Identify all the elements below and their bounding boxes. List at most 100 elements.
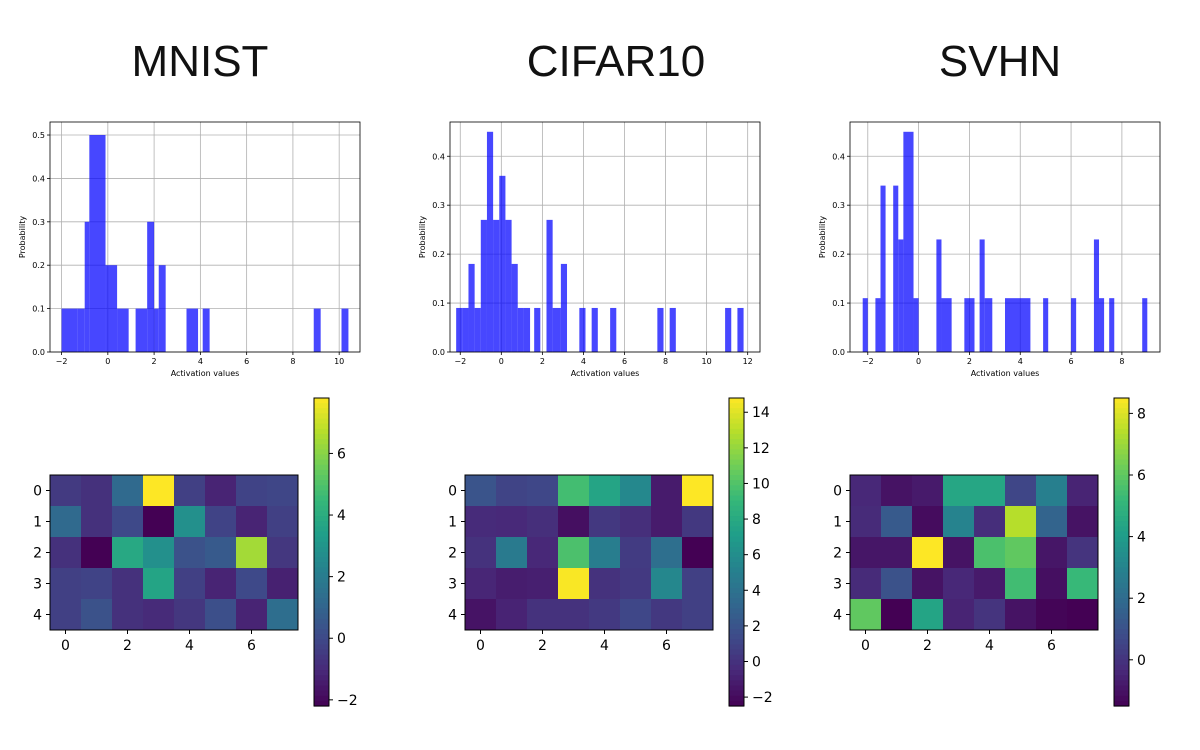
colorbar-segment	[314, 675, 329, 681]
y-tick-label: 0.4	[432, 152, 445, 161]
colorbar-segment	[1114, 557, 1129, 563]
colorbar-segment	[729, 582, 744, 589]
heatmap-cell	[943, 506, 975, 538]
heatmap-cell	[1067, 537, 1099, 569]
heatmap-cell	[50, 475, 82, 507]
colorbar-segment	[1114, 654, 1129, 661]
histogram-bar	[941, 298, 952, 352]
heatmap-cell	[881, 537, 913, 569]
colorbar-segment	[1114, 603, 1129, 610]
colorbar-segment	[314, 659, 329, 666]
heatmap-cell	[651, 537, 683, 569]
heatmap-cell	[912, 599, 944, 631]
heatmap-cell	[236, 506, 268, 538]
histogram-bar	[1071, 298, 1077, 352]
y-tick-label: 0.1	[832, 299, 845, 308]
colorbar-segment	[729, 700, 744, 707]
x-tick-label: 4	[985, 638, 994, 654]
colorbar-segment	[1114, 454, 1129, 461]
heatmap-cell	[943, 537, 975, 569]
colorbar-segment	[314, 408, 329, 414]
heatmap-cell	[620, 568, 652, 600]
colorbar-segment	[729, 510, 744, 517]
colorbar-segment	[729, 675, 744, 681]
colorbar-segment	[314, 654, 329, 661]
histogram-bar	[486, 131, 494, 352]
x-tick-label: 0	[499, 357, 504, 366]
heatmap-cell	[267, 506, 299, 538]
x-tick-label: 6	[1069, 357, 1074, 366]
colorbar-segment	[314, 634, 329, 640]
x-tick-label: −2	[454, 357, 466, 366]
colorbar-segment	[729, 403, 744, 409]
colorbar-segment	[314, 480, 329, 486]
x-tick-label: 10	[334, 357, 344, 366]
histogram-bar	[480, 219, 487, 352]
histogram-bar	[560, 263, 568, 352]
heatmap-cell	[881, 506, 913, 538]
colorbar-frame	[1113, 397, 1130, 707]
colorbar-segment	[314, 577, 329, 584]
heatmap-cell	[236, 568, 268, 600]
x-tick-label: 12	[743, 357, 753, 366]
histogram-bar	[1142, 298, 1148, 352]
colorbar-tick-label: 0	[337, 631, 346, 647]
heatmap-cell	[527, 599, 559, 631]
heatmap-cell	[682, 475, 714, 507]
heatmap-cell	[465, 475, 497, 507]
y-tick-label: 0.0	[432, 348, 445, 357]
heatmap-cell	[620, 475, 652, 507]
heatmap-cell	[465, 506, 497, 538]
colorbar-segment	[314, 603, 329, 610]
colorbar-segment	[314, 521, 329, 527]
colorbar-segment	[1114, 608, 1129, 615]
heatmap-cell	[1067, 568, 1099, 600]
colorbar-tick-label: 8	[1137, 406, 1146, 422]
colorbar-segment	[729, 659, 744, 666]
y-tick-label: 4	[833, 608, 842, 624]
colorbar-segment	[1114, 562, 1129, 568]
histogram-bar	[552, 307, 561, 352]
heatmap-cell	[1005, 506, 1037, 538]
y-tick-label: 0.0	[32, 348, 45, 357]
histogram-bar	[657, 307, 664, 352]
colorbar-segment	[1114, 685, 1129, 692]
x-tick-label: 4	[185, 638, 194, 654]
x-tick-label: −2	[862, 357, 874, 366]
heatmap-cell	[236, 475, 268, 507]
y-tick-label: 4	[33, 608, 42, 624]
histogram-bar	[979, 239, 985, 352]
histogram-bar	[462, 307, 469, 352]
y-tick-label: 4	[448, 608, 457, 624]
x-tick-label: 6	[244, 357, 249, 366]
heatmap-cell	[143, 599, 175, 631]
colorbar-segment	[1114, 459, 1129, 466]
histogram-cifar10: −2 0 2 4 6 8 10 12 0.0 0.1 0.2 0.3 0.4 Activation val…	[418, 121, 761, 378]
y-tick-label: 0	[448, 484, 457, 500]
heatmap-cell	[651, 475, 683, 507]
colorbar-segment	[729, 634, 744, 640]
histogram-bar	[105, 265, 118, 352]
histogram-bar	[893, 185, 899, 352]
colorbar-segment	[1114, 444, 1129, 450]
heatmap-cell	[589, 599, 621, 631]
colorbar-segment	[729, 613, 744, 620]
heatmap-mnist: 0 2 4 6 0 1 2 3 4 −2 0 2 4 6	[33, 397, 358, 709]
y-tick-label: 0.3	[432, 201, 445, 210]
heatmap-cell	[1067, 506, 1099, 538]
histogram-bar	[913, 298, 919, 352]
colorbar-segment	[729, 557, 744, 563]
colorbar-segment	[314, 649, 329, 656]
colorbar-segment	[1114, 675, 1129, 681]
colorbar-tick-label: 6	[337, 446, 346, 462]
colorbar-segment	[1114, 516, 1129, 522]
colorbar-segment	[729, 593, 744, 599]
x-tick-label: 6	[622, 357, 627, 366]
heatmap-cell	[1036, 537, 1068, 569]
heatmap-cell	[620, 506, 652, 538]
histogram-bar	[1093, 239, 1100, 352]
heatmap-cell	[943, 475, 975, 507]
heatmap-cell	[112, 506, 144, 538]
colorbar-segment	[729, 475, 744, 481]
x-tick-label: 2	[923, 638, 932, 654]
